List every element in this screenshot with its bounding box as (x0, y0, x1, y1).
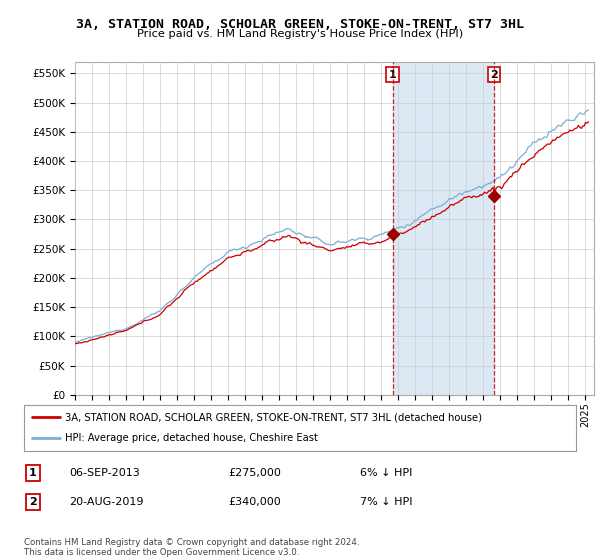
Text: 1: 1 (389, 70, 397, 80)
Text: 3A, STATION ROAD, SCHOLAR GREEN, STOKE-ON-TRENT, ST7 3HL: 3A, STATION ROAD, SCHOLAR GREEN, STOKE-O… (76, 18, 524, 31)
Text: £340,000: £340,000 (228, 497, 281, 507)
Text: 3A, STATION ROAD, SCHOLAR GREEN, STOKE-ON-TRENT, ST7 3HL (detached house): 3A, STATION ROAD, SCHOLAR GREEN, STOKE-O… (65, 412, 482, 422)
Text: Price paid vs. HM Land Registry's House Price Index (HPI): Price paid vs. HM Land Registry's House … (137, 29, 463, 39)
Text: 06-SEP-2013: 06-SEP-2013 (69, 468, 140, 478)
Text: Contains HM Land Registry data © Crown copyright and database right 2024.
This d: Contains HM Land Registry data © Crown c… (24, 538, 359, 557)
Text: 2: 2 (29, 497, 37, 507)
Text: 6% ↓ HPI: 6% ↓ HPI (360, 468, 412, 478)
Text: 20-AUG-2019: 20-AUG-2019 (69, 497, 143, 507)
Text: 2: 2 (490, 70, 498, 80)
Bar (392, 62, 494, 395)
Text: 1: 1 (29, 468, 37, 478)
Text: £275,000: £275,000 (228, 468, 281, 478)
Text: HPI: Average price, detached house, Cheshire East: HPI: Average price, detached house, Ches… (65, 433, 318, 444)
Text: 7% ↓ HPI: 7% ↓ HPI (360, 497, 413, 507)
